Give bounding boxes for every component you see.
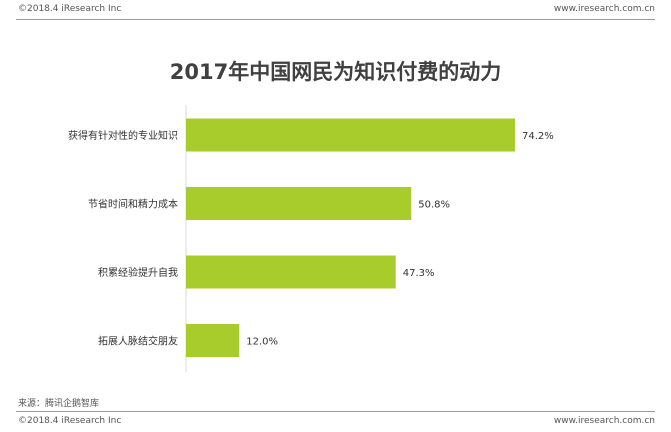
value-label-2: 47.3% [403, 268, 435, 279]
bar-1 [186, 187, 412, 220]
value-label-0: 74.2% [522, 131, 554, 142]
value-label-3: 12.0% [246, 337, 278, 348]
chart-title: 2017年中国网民为知识付费的动力 [169, 60, 502, 84]
value-label-1: 50.8% [418, 200, 450, 211]
category-label-0: 获得有针对性的专业知识 [68, 129, 178, 142]
bar-2 [186, 255, 396, 289]
category-label-1: 节省时间和精力成本 [88, 198, 178, 211]
header-website: www.iresearch.com.cn [553, 4, 655, 14]
bar-0 [186, 118, 515, 152]
category-label-3: 拓展人脉结交朋友 [98, 335, 178, 348]
header-divider [16, 19, 655, 20]
footer-divider [16, 411, 655, 412]
bar-3 [186, 324, 240, 357]
footer-copyright: ©2018.4 iResearch Inc [18, 416, 122, 426]
footer-website: www.iresearch.com.cn [553, 416, 655, 426]
source-note: 来源：腾讯企鹅智库 [18, 399, 100, 409]
header-copyright: ©2018.4 iResearch Inc [18, 4, 122, 14]
category-label-2: 积累经验提升自我 [98, 266, 178, 279]
